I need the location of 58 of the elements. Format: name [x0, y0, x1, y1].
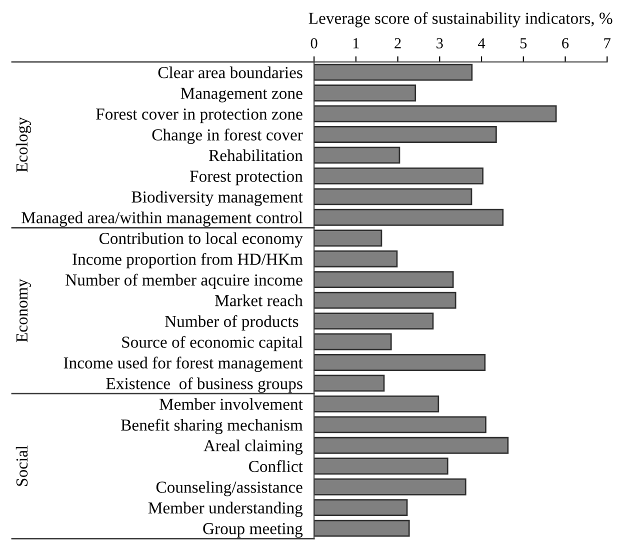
y-tick-label: Clear area boundaries [158, 66, 302, 78]
bar [314, 374, 385, 392]
bar [314, 146, 400, 164]
x-tick-label: 3 [436, 38, 443, 48]
y-tick-label: Change in forest cover [152, 128, 303, 144]
y-tick-label: Existence of business groups [106, 377, 302, 393]
bar [314, 458, 448, 475]
bar [314, 126, 497, 143]
x-tick-label: 1 [353, 38, 359, 48]
bar [314, 64, 473, 81]
bar [314, 416, 486, 434]
bar [314, 208, 504, 226]
y-tick-label: Source of economic capital [122, 336, 303, 352]
y-tick-label: Income used for forest management [64, 356, 303, 372]
y-tick-label: Number of products [165, 315, 298, 330]
x-tick-label: 6 [562, 38, 569, 48]
y-tick-label: Forest cover in protection zone [96, 108, 302, 124]
bar [314, 478, 466, 496]
bar [314, 84, 416, 102]
y-tick-label: Number of member aqcuire income [66, 274, 302, 289]
y-tick-label: Management zone [180, 88, 302, 102]
y-tick-label: Member involvement [159, 398, 303, 410]
bar [314, 230, 382, 247]
x-axis-title: Leverage score of sustainability indicators, % [308, 12, 612, 28]
bar [314, 167, 484, 184]
bar [314, 354, 486, 371]
y-tick-label: Rehabilitation [208, 149, 303, 162]
bar [314, 499, 408, 516]
bar [314, 520, 410, 537]
y-tick-label: Conflict [249, 460, 303, 472]
bar [314, 436, 509, 454]
y-tick-label: Benefit sharing mechanism [121, 418, 303, 434]
y-tick-label: Member understanding [148, 502, 303, 517]
y-tick-label: Group meeting [203, 523, 303, 538]
text: Economy [16, 278, 32, 342]
x-tick-label: 0 [310, 38, 318, 48]
y-tick-label: Contribution to local economy [99, 232, 303, 248]
bar [314, 105, 557, 122]
x-tick-label: 2 [394, 38, 401, 48]
y-tick-label: Biodiversity management [132, 190, 303, 206]
bar [314, 188, 472, 206]
bar [314, 312, 434, 330]
bar [314, 250, 398, 268]
y-tick-label: Managed area/within management control [22, 212, 303, 227]
y-tick-label: Market reach [215, 294, 303, 306]
bar [314, 333, 392, 350]
bar [314, 271, 454, 288]
y-tick-label: Counseling/assistance [156, 481, 302, 496]
x-tick-label: 5 [520, 38, 527, 48]
y-tick-label: Areal claiming [204, 440, 303, 455]
x-tick-label: 7 [604, 38, 611, 48]
y-tick-label: Income proportion from HD/HKm [72, 252, 303, 268]
bar [314, 292, 456, 309]
text: Ecology [16, 117, 32, 172]
bar [314, 395, 440, 412]
y-tick-label: Forest protection [190, 170, 303, 186]
text: Social [16, 446, 28, 486]
x-tick-label: 4 [478, 38, 486, 48]
